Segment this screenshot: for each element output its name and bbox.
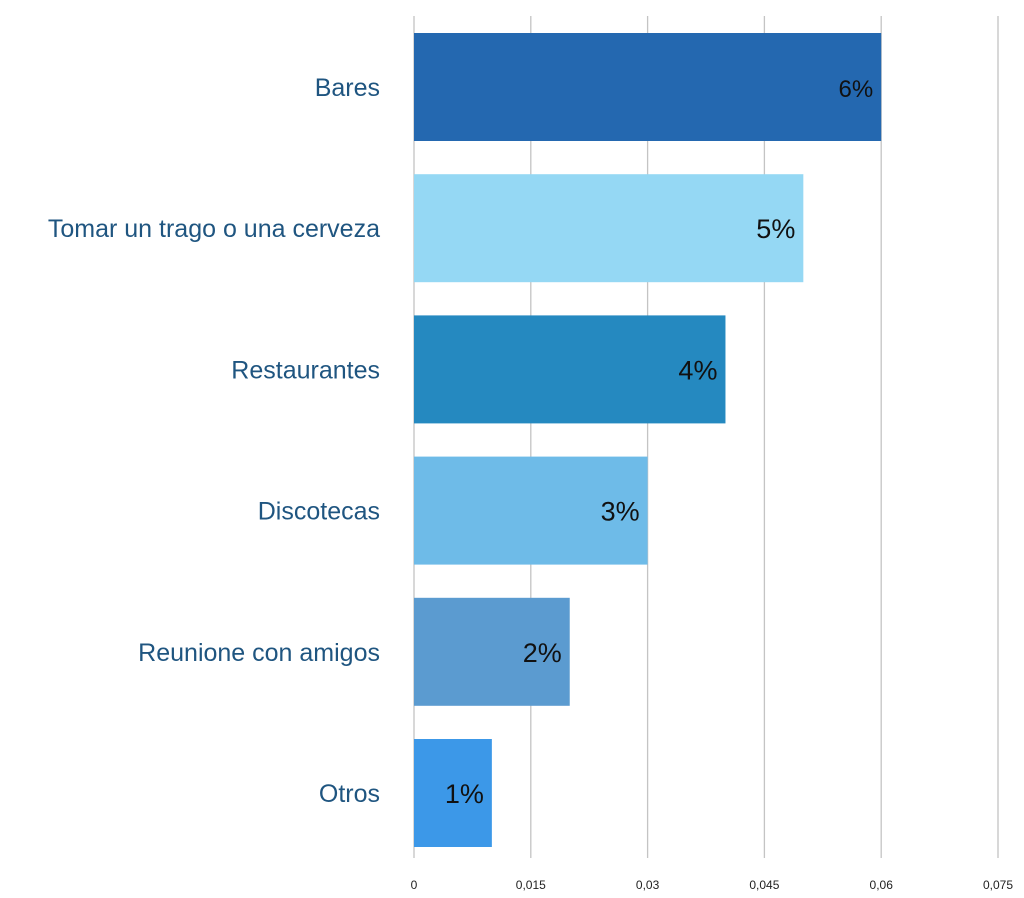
x-tick-label: 0,015 [516,878,546,892]
bar [414,174,804,283]
bar [414,597,570,706]
data-label: 5% [756,214,795,244]
data-label: 3% [601,497,640,527]
bar [414,33,882,141]
data-label: 4% [678,355,717,385]
bar [414,315,726,424]
data-label: 2% [523,638,562,668]
labels: 0 0,015 0,03 0,045 0,06 0,075 Bares 6% Tomar un … [48,74,1013,892]
category-label: Bares [315,74,380,102]
data-label: 1% [445,779,484,809]
data-label: 6% [839,76,874,103]
category-label: Reunione con amigos [138,639,380,667]
category-label: Otros [319,780,380,808]
bars [414,33,882,847]
category-label: Restaurantes [231,356,380,384]
x-tick-label: 0,075 [983,878,1013,892]
gridlines [413,16,999,858]
bar [414,456,648,565]
x-tick-label: 0,06 [870,878,894,892]
category-label: Discotecas [258,498,380,526]
bar [414,739,492,847]
x-tick-label: 0,045 [749,878,779,892]
category-label: Tomar un trago o una cerveza [48,215,380,243]
x-tick-label: 0 [411,878,418,892]
x-tick-label: 0,03 [636,878,660,892]
